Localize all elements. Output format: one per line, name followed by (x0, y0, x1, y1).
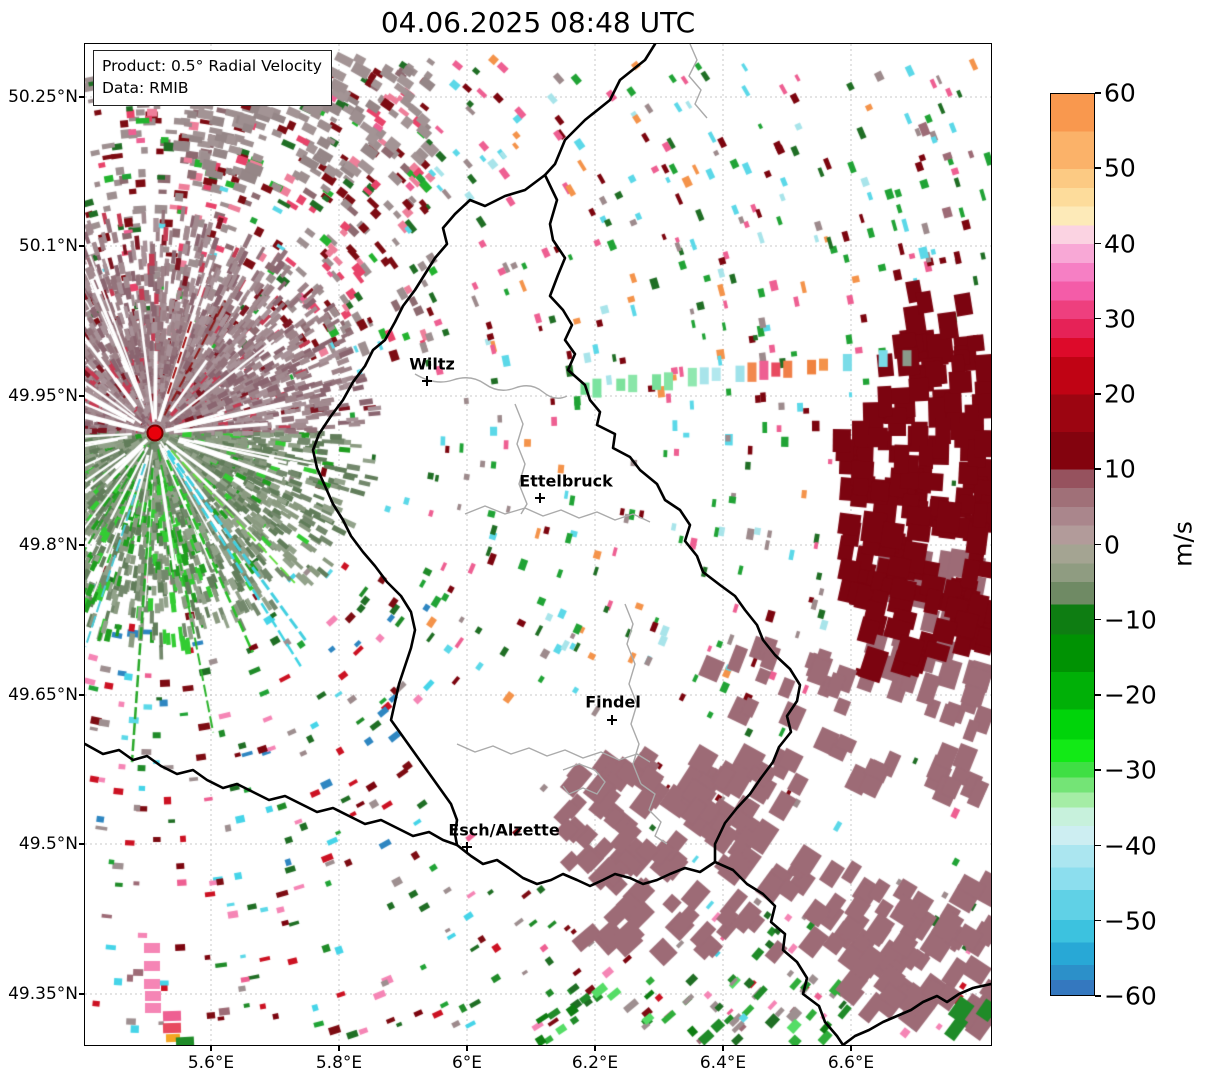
figure-title: 04.06.2025 08:48 UTC (380, 6, 696, 39)
city-label-wiltz: Wiltz (409, 354, 455, 374)
colorbar-tick-label: 50 (1104, 153, 1136, 183)
y-axis-tickmark (79, 395, 85, 397)
country-borders-layer (85, 44, 991, 1045)
data-source-line: Data: RMIB (102, 79, 189, 98)
city-label-findel: Findel (585, 692, 641, 712)
x-axis-tick-label: 5.6°E (187, 1053, 235, 1073)
y-axis-tickmark (79, 843, 85, 845)
colorbar-tickmark (1095, 317, 1101, 320)
map-plot-area: Product: 0.5° Radial Velocity Data: RMIB… (85, 44, 991, 1045)
product-info-box: Product: 0.5° Radial Velocity Data: RMIB (93, 50, 332, 106)
x-axis-tickmark (210, 1045, 212, 1051)
x-axis-tick-label: 6°E (451, 1053, 483, 1073)
colorbar-tickmark (1095, 844, 1101, 847)
colorbar-tick-label: −30 (1104, 755, 1157, 785)
colorbar-tickmark (1095, 995, 1101, 997)
colorbar-tick-label: 40 (1104, 229, 1136, 258)
y-axis-tick-label: 50.25°N (8, 87, 78, 107)
city-label-esch-alzette: Esch/Alzette (448, 820, 560, 840)
y-axis-tickmark (79, 96, 85, 98)
colorbar-tick-label: 60 (1104, 78, 1136, 108)
colorbar-tickmark (1095, 393, 1101, 395)
colorbar-tick-label: −50 (1104, 906, 1157, 936)
y-axis-tick-label: 49.8°N (18, 535, 78, 555)
x-axis-tick-label: 5.8°E (315, 1053, 363, 1073)
radar-velocity-field (85, 44, 991, 1045)
y-axis-tick-label: 49.65°N (8, 685, 78, 705)
y-axis-tickmark (79, 694, 85, 696)
colorbar-tick-label: 20 (1104, 379, 1136, 409)
x-axis-tickmark (338, 1045, 340, 1051)
y-axis-tickmark (79, 544, 85, 546)
y-axis-tick-label: 50.1°N (18, 236, 78, 256)
colorbar-tickmark (1095, 694, 1101, 696)
city-markers (422, 376, 617, 852)
colorbar-tickmark (1095, 543, 1101, 546)
x-axis-tickmark (850, 1045, 852, 1051)
colorbar-tickmark (1095, 167, 1101, 169)
colorbar-tick-label: −10 (1104, 605, 1157, 635)
velocity-colorbar (1050, 93, 1095, 996)
colorbar-tick-label: −60 (1104, 981, 1157, 1011)
y-axis-tick-label: 49.35°N (8, 984, 78, 1004)
y-axis-tickmark (79, 993, 85, 995)
product-info-line: Product: 0.5° Radial Velocity (102, 57, 322, 75)
y-axis-tick-label: 49.95°N (8, 386, 78, 406)
colorbar-tickmark (1095, 769, 1101, 771)
colorbar-tickmark (1095, 618, 1101, 621)
colorbar-tick-label: 30 (1104, 304, 1136, 334)
colorbar-tick-label: −40 (1104, 831, 1157, 860)
canton-borders (414, 44, 708, 845)
colorbar-tickmark (1095, 468, 1101, 470)
y-axis-tickmark (79, 245, 85, 247)
radar-site-marker (146, 424, 164, 442)
colorbar-unit-label: m/s (1168, 521, 1198, 567)
colorbar-tickmark (1095, 919, 1101, 922)
x-axis-tickmark (722, 1045, 724, 1051)
x-axis-tick-label: 6.2°E (571, 1053, 619, 1073)
y-axis-tick-label: 49.5°N (18, 834, 78, 854)
colorbar-tick-label: 0 (1104, 530, 1120, 559)
colorbar-tickmark (1095, 242, 1101, 245)
x-axis-tick-label: 6.4°E (699, 1053, 747, 1073)
country-borders (85, 44, 991, 1045)
colorbar-tick-label: −20 (1104, 680, 1157, 710)
x-axis-tickmark (594, 1045, 596, 1051)
colorbar-tickmark (1095, 92, 1101, 94)
colorbar-tick-label: 10 (1104, 454, 1136, 484)
x-axis-tick-label: 6.6°E (827, 1053, 875, 1073)
x-axis-tickmark (466, 1045, 468, 1051)
city-label-ettelbruck: Ettelbruck (519, 471, 613, 491)
